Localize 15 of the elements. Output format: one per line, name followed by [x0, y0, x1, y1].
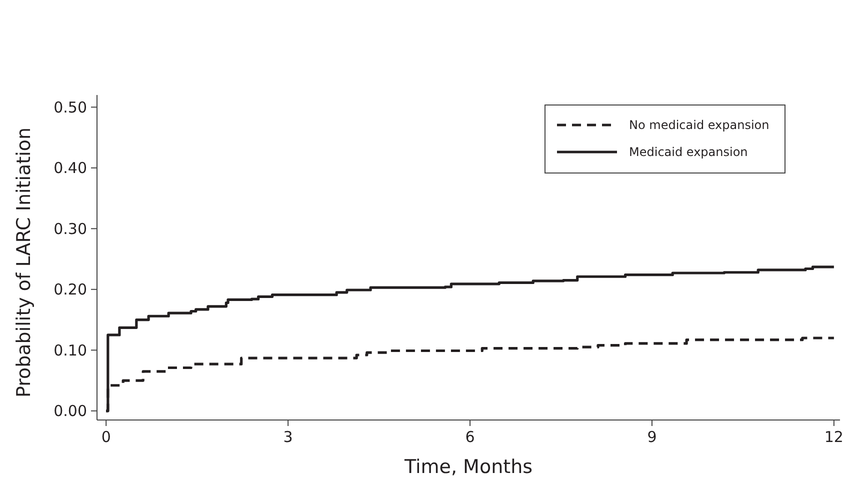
x-tick-label: 3 [283, 428, 293, 446]
y-tick-label: 0.00 [54, 402, 87, 420]
x-tick-label: 0 [101, 428, 111, 446]
y-tick-label: 0.20 [54, 280, 87, 299]
y-tick-label: 0.30 [54, 220, 87, 238]
x-tick-label: 9 [647, 428, 657, 446]
x-tick-label: 6 [465, 428, 475, 446]
x-axis-title: Time, Months [403, 456, 533, 478]
legend-label: No medicaid expansion [629, 118, 770, 132]
legend-label: Medicaid expansion [629, 145, 748, 160]
y-tick-label: 0.40 [54, 159, 87, 178]
y-axis-title: Probability of LARC Initiation [13, 127, 35, 398]
y-tick-label: 0.50 [54, 98, 87, 116]
y-tick-label: 0.10 [54, 341, 87, 360]
x-tick-label: 12 [824, 428, 843, 446]
